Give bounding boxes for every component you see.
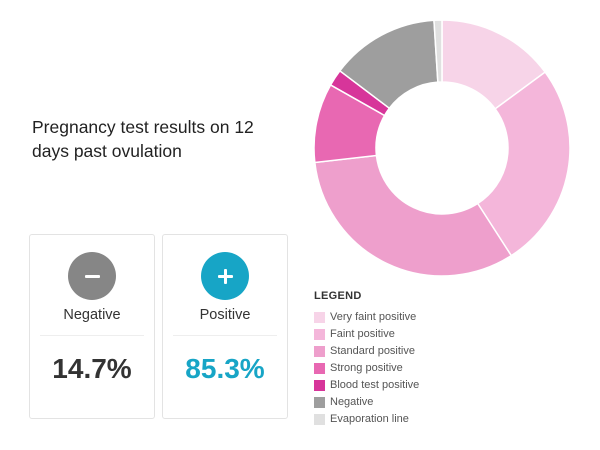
legend-label: Negative — [330, 396, 374, 408]
minus-icon — [84, 274, 100, 278]
legend-label: Very faint positive — [330, 311, 417, 323]
legend-title: LEGEND — [314, 290, 362, 302]
donut-slice-standard-positive — [313, 154, 513, 277]
legend-swatch — [314, 312, 325, 323]
legend-label: Evaporation line — [330, 413, 409, 425]
negative-label: Negative — [63, 307, 121, 323]
divider — [40, 335, 144, 336]
legend-swatch — [314, 397, 325, 408]
divider — [173, 335, 277, 336]
donut-slice-faint-positive — [476, 71, 571, 257]
positive-label: Positive — [199, 307, 251, 323]
plus-icon — [217, 268, 233, 284]
donut-slice-evaporation-line — [433, 19, 443, 83]
legend-label: Strong positive — [330, 362, 403, 374]
legend-swatch — [314, 414, 325, 425]
positive-card: Positive 85.3% — [162, 234, 288, 419]
chart-title: Pregnancy test results on 12 days past o… — [32, 117, 254, 161]
negative-badge — [68, 252, 116, 300]
legend-label: Faint positive — [330, 328, 395, 340]
legend-swatch — [314, 346, 325, 357]
legend-swatch — [314, 380, 325, 391]
negative-value: 14.7% — [52, 353, 132, 384]
negative-card: Negative 14.7% — [29, 234, 155, 419]
positive-badge — [201, 252, 249, 300]
legend-label: Standard positive — [330, 345, 415, 357]
legend-swatch — [314, 329, 325, 340]
legend-label: Blood test positive — [330, 379, 420, 391]
legend-swatch — [314, 363, 325, 374]
positive-value: 85.3% — [185, 353, 265, 384]
